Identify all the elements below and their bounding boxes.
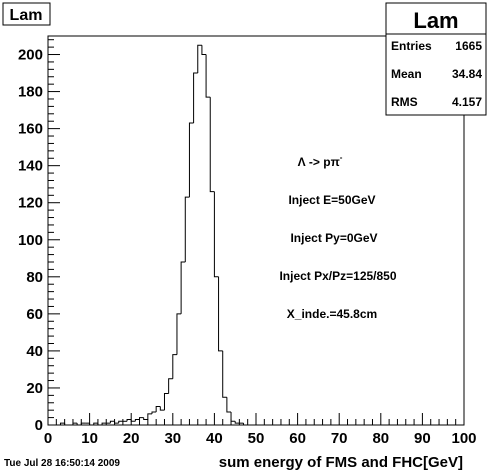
- x-tick-label: 90: [414, 430, 431, 447]
- y-axis: 0 20 40 60 80 100 120 140 160 180 200: [18, 39, 60, 434]
- stats-entries-label: Entries: [391, 39, 432, 53]
- x-inde-annotation: X_inde.=45.8cm: [287, 307, 377, 321]
- histogram-bin: [205, 54, 211, 98]
- histogram-bin: [118, 420, 123, 424]
- inject-py-annotation: Inject Py=0GeV: [290, 231, 377, 245]
- decay-annotation: Λ -> pπ-: [298, 153, 343, 169]
- histogram-bin: [230, 412, 236, 422]
- y-tick-label: 80: [26, 269, 43, 286]
- histogram-bin: [218, 276, 223, 352]
- histogram-bin: [226, 397, 232, 413]
- decay-annotation-text: Λ -> pπ: [298, 155, 340, 169]
- stats-mean-value: 34.84: [452, 67, 482, 81]
- histogram-bin: [109, 420, 115, 424]
- x-tick-label: 60: [289, 430, 306, 447]
- x-tick-label: 50: [248, 430, 265, 447]
- x-tick-label: 40: [206, 430, 223, 447]
- histogram-bin: [176, 313, 182, 355]
- histogram-bin: [101, 422, 107, 425]
- x-tick-label: 10: [81, 430, 98, 447]
- y-tick-label: 200: [18, 47, 43, 64]
- histogram-bin: [172, 354, 177, 379]
- title-box: [2, 2, 51, 26]
- y-tick-label: 160: [18, 121, 43, 138]
- y-tick-label: 20: [26, 380, 43, 397]
- histogram-bin: [93, 422, 98, 425]
- histogram-bin: [184, 196, 190, 262]
- histogram-bin: [72, 422, 78, 425]
- histogram-bin: [114, 421, 119, 424]
- y-tick-label: 60: [26, 306, 43, 323]
- histogram-bin: [139, 417, 144, 420]
- y-tick-label: 140: [18, 158, 43, 175]
- stats-entries-value: 1665: [455, 39, 482, 53]
- x-tick-label: 100: [451, 430, 476, 447]
- x-tick-label: 30: [164, 430, 181, 447]
- y-tick-label: 0: [35, 417, 43, 434]
- histogram-bin: [59, 422, 65, 425]
- histogram-bin: [80, 422, 86, 425]
- timestamp: Tue Jul 28 16:50:14 2009: [4, 458, 120, 469]
- histogram-bin: [126, 418, 132, 422]
- x-tick-label: 0: [44, 430, 52, 447]
- inject-e-annotation: Inject E=50GeV: [288, 193, 375, 207]
- stats-rms-label: RMS: [391, 95, 418, 109]
- histogram-bin: [134, 418, 140, 422]
- y-tick-label: 120: [18, 195, 43, 212]
- histogram-bin: [234, 421, 240, 424]
- histogram-bin: [168, 378, 173, 394]
- x-tick-label: 80: [372, 430, 389, 447]
- histogram-bin: [209, 97, 215, 193]
- x-axis: 0 10 20 30 40 50 60 70 80 90 100: [44, 413, 477, 447]
- histogram-bin: [89, 423, 94, 426]
- histogram-bin: [180, 261, 186, 314]
- histogram-bin: [193, 72, 198, 124]
- histogram-bin: [163, 393, 169, 411]
- stats-rms-value: 4.157: [452, 95, 482, 109]
- histogram-bin: [222, 350, 227, 398]
- histogram-bin: [201, 45, 207, 56]
- histogram-bin: [97, 423, 103, 426]
- chart-title: Lam: [10, 7, 43, 24]
- stats-box: Lam Entries 1665 Mean 34.84 RMS 4.157: [385, 2, 487, 116]
- decay-annotation-sup: -: [340, 153, 343, 162]
- histogram-bin: [76, 423, 82, 426]
- stats-box-frame: [385, 2, 487, 116]
- x-axis-label: sum energy of FMS and FHC[GeV]: [219, 454, 463, 471]
- histogram: [48, 44, 256, 426]
- inject-pxpz-annotation: Inject Px/Pz=125/850: [279, 269, 396, 283]
- y-tick-label: 100: [18, 232, 43, 249]
- histogram-bin: [130, 419, 136, 422]
- histogram-bin: [147, 413, 152, 420]
- histogram-bin: [213, 191, 219, 278]
- histogram-bin: [197, 44, 202, 74]
- x-tick-label: 70: [331, 430, 348, 447]
- y-tick-label: 40: [26, 343, 43, 360]
- histogram-bin: [188, 122, 194, 198]
- histogram-bin: [143, 417, 148, 420]
- stats-box-title: Lam: [413, 8, 458, 33]
- histogram-bin: [243, 423, 248, 426]
- x-tick-label: 20: [123, 430, 140, 447]
- histogram-bin: [64, 423, 69, 426]
- histogram-bin: [159, 406, 165, 411]
- histogram-bin: [151, 411, 157, 414]
- stats-mean-label: Mean: [391, 67, 422, 81]
- y-tick-label: 180: [18, 84, 43, 101]
- histogram-bin: [155, 405, 161, 413]
